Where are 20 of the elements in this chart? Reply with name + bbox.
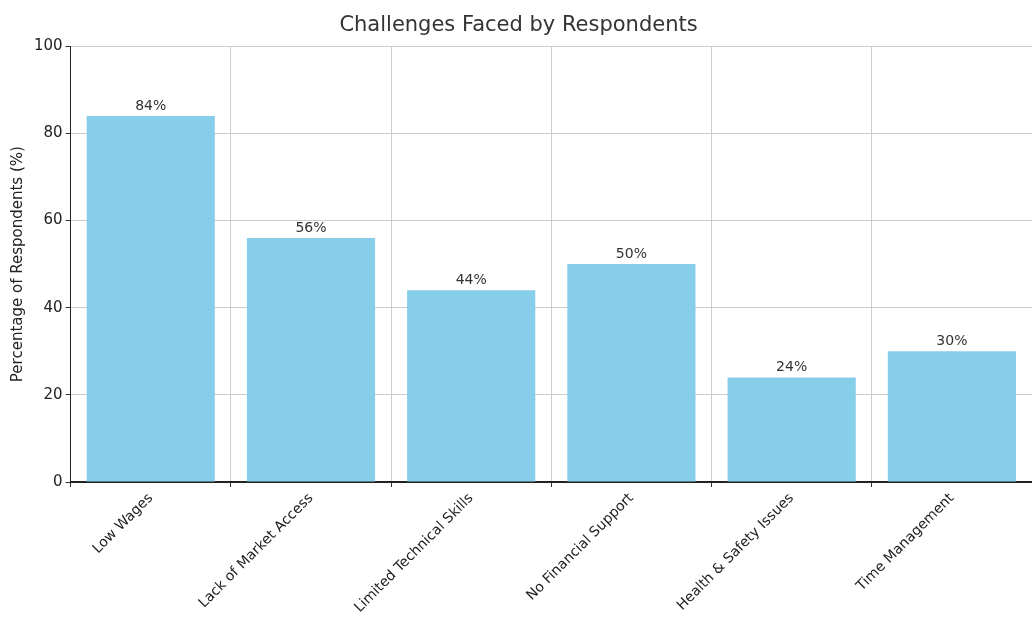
y-axis-title: Percentage of Respondents (%) [7, 146, 26, 383]
bar [727, 377, 856, 482]
chart-title: Challenges Faced by Respondents [339, 12, 698, 37]
data-label: 50% [615, 244, 647, 261]
bar [887, 351, 1016, 482]
data-label: 30% [936, 331, 968, 348]
y-tick-label: 100 [33, 36, 63, 55]
bar [567, 264, 696, 482]
data-label: 84% [135, 96, 167, 113]
y-tick-label: 80 [43, 123, 63, 142]
data-label: 44% [455, 270, 487, 287]
y-tick-label: 60 [43, 210, 63, 229]
bar [407, 290, 536, 482]
y-tick-label: 20 [43, 384, 63, 403]
y-tick-label: 40 [43, 297, 63, 316]
bar [246, 237, 376, 482]
data-label: 56% [295, 218, 327, 235]
y-tick-label: 0 [53, 471, 63, 490]
data-label: 24% [776, 358, 808, 375]
bar [86, 115, 215, 482]
